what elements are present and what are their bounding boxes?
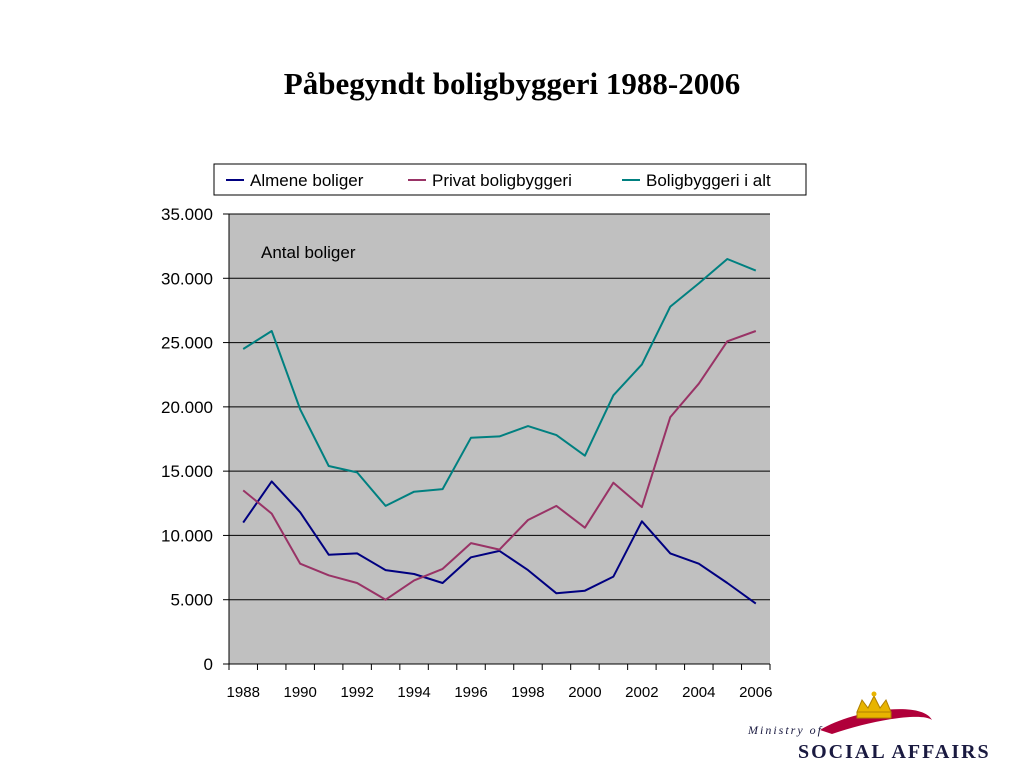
plot-area: [229, 214, 770, 664]
y-tick-label: 10.000: [161, 526, 213, 545]
legend-box: [213, 163, 807, 196]
x-tick-label: 1998: [511, 684, 544, 701]
y-tick-label: 35.000: [161, 205, 213, 224]
ministry-logo: [820, 691, 932, 734]
x-tick-label: 1996: [454, 684, 487, 701]
logo-line-1: Ministry of: [748, 723, 823, 737]
x-tick-label: 2000: [568, 684, 601, 701]
x-tick-label: 2004: [682, 684, 715, 701]
series-line: [242, 480, 757, 605]
x-tick-label: 1992: [340, 684, 373, 701]
legend-label: Almene boliger: [250, 171, 364, 190]
x-tick-label: 1988: [227, 684, 260, 701]
x-tick-label: 2006: [739, 684, 772, 701]
y-tick-label: 25.000: [161, 334, 213, 353]
y-tick-label: 20.000: [161, 398, 213, 417]
legend-label: Boligbyggeri i alt: [646, 171, 771, 190]
x-tick-label: 2002: [625, 684, 658, 701]
x-tick-label: 1990: [283, 684, 316, 701]
y-tick-label: 15.000: [161, 462, 213, 481]
x-tick-label: 1994: [397, 684, 430, 701]
series-line: [242, 258, 757, 507]
series-line: [242, 330, 757, 601]
logo-line-2: SOCIAL AFFAIRS: [798, 741, 991, 763]
legend-label: Privat boligbyggeri: [432, 171, 572, 190]
y-tick-label: 30.000: [161, 269, 213, 288]
logo-swoosh: [820, 709, 932, 734]
y-tick-label: 0: [204, 655, 213, 674]
crown-icon: [856, 691, 892, 719]
slide-title: Påbegyndt boligbyggeri 1988-2006: [283, 66, 741, 101]
chart-annotation: Antal boliger: [261, 243, 356, 262]
y-tick-label: 5.000: [170, 591, 213, 610]
